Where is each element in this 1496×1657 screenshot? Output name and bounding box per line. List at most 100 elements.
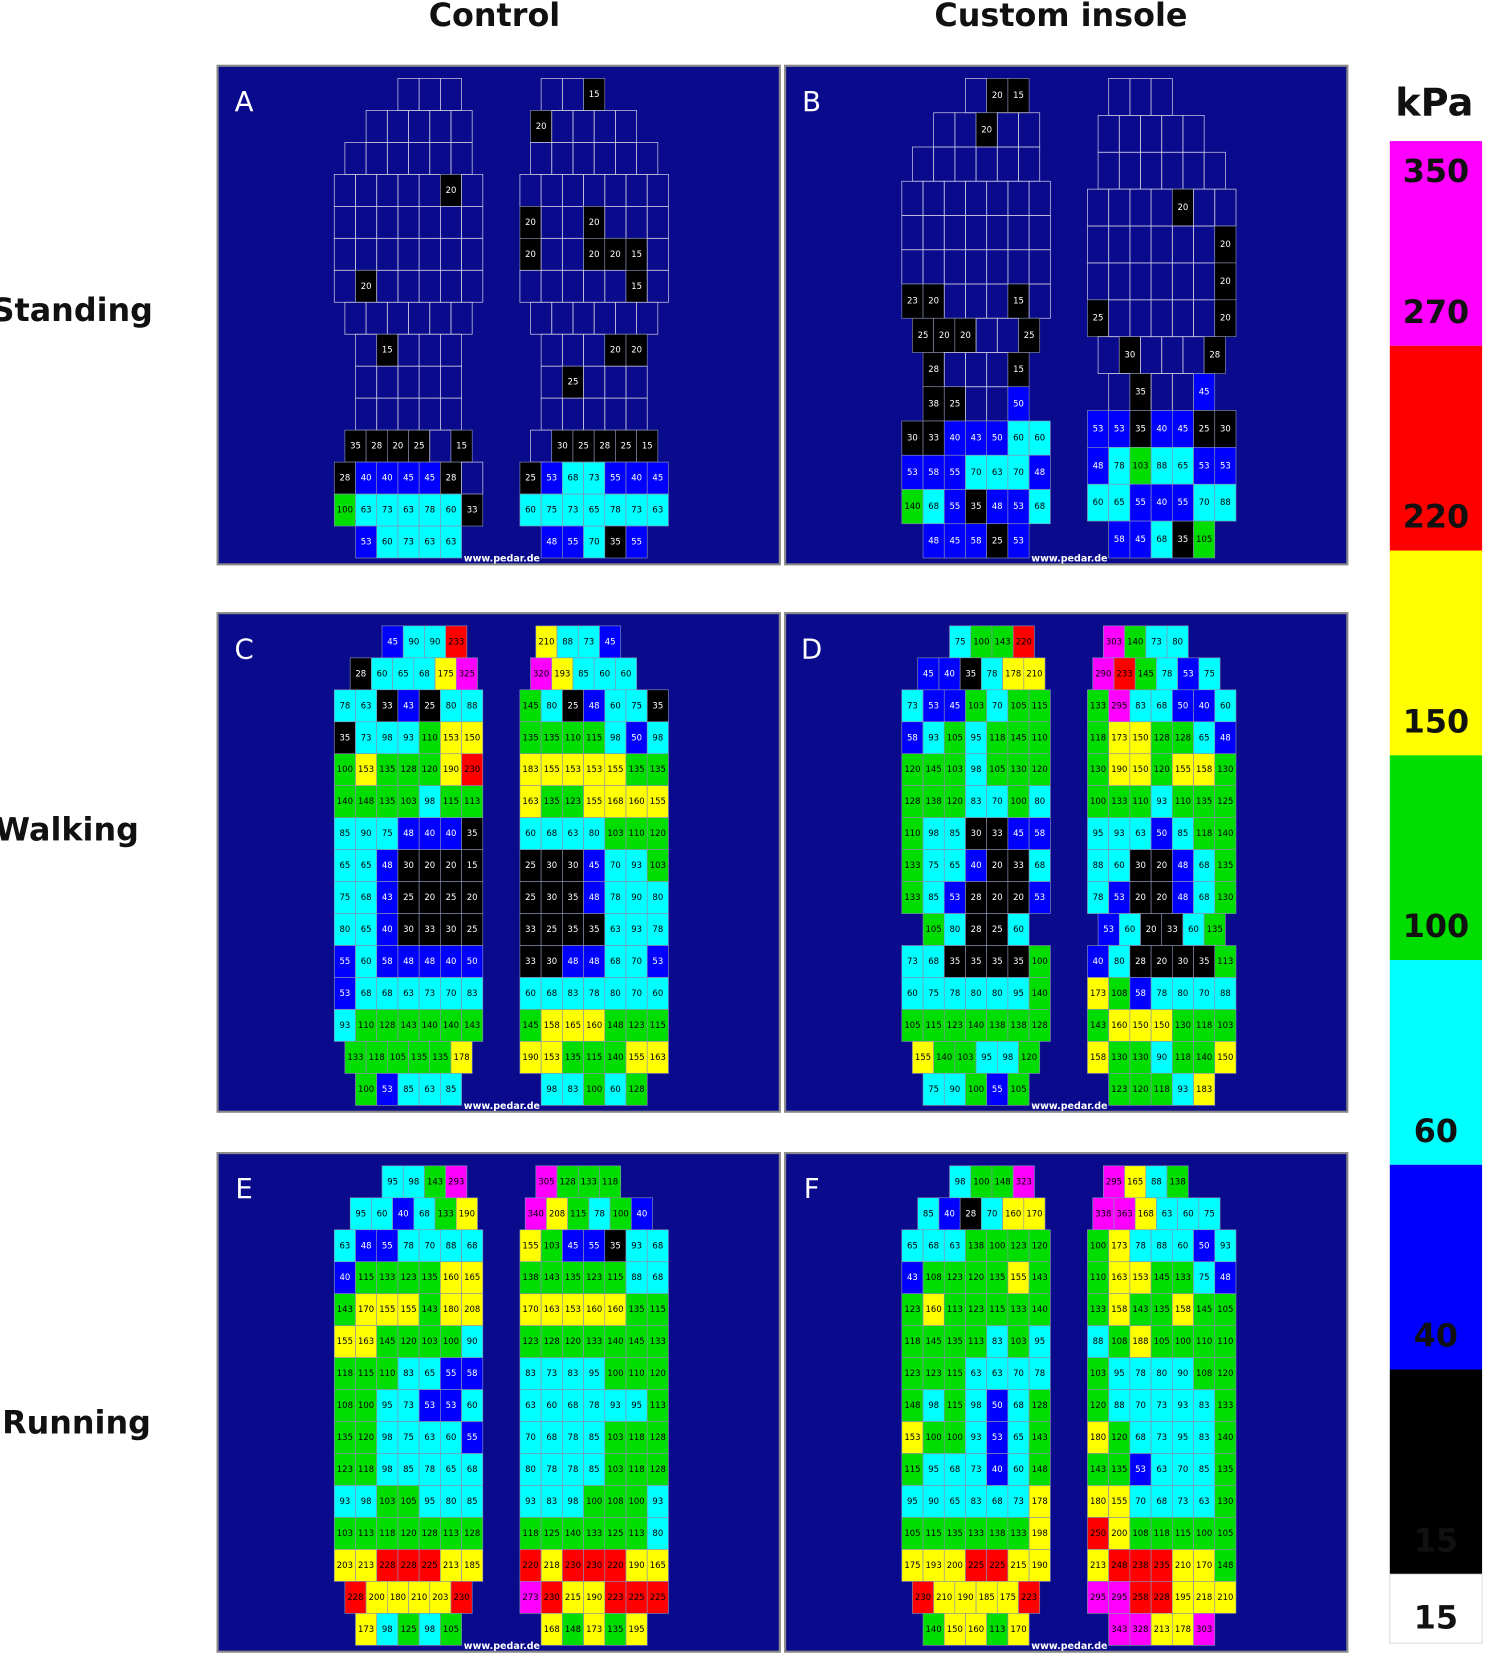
cell-value: 68 [568, 473, 579, 483]
cell-value: 60 [599, 668, 610, 678]
cell-value: 38 [928, 398, 939, 408]
cell-value: 200 [947, 1560, 963, 1570]
cell-value: 75 [1204, 1208, 1215, 1218]
cell-value: 128 [1175, 732, 1191, 742]
cell-value: 58 [971, 535, 982, 545]
cell-value: 78 [403, 1240, 414, 1250]
cell-value: 73 [361, 732, 372, 742]
cell-value: 15 [456, 441, 467, 451]
cell-value: 53 [382, 1084, 393, 1094]
cell-value: 100 [613, 1208, 629, 1218]
panel-background [784, 1152, 1349, 1653]
cell-value: 130 [1217, 892, 1233, 902]
cell-value: 78 [1114, 460, 1125, 470]
cell-value: 153 [443, 732, 459, 742]
cell-value: 163 [1111, 1272, 1127, 1282]
cell-value: 78 [1162, 668, 1173, 678]
cell-value: 68 [928, 1240, 939, 1250]
cell-value: 123 [968, 1304, 984, 1314]
cell-value: 53 [1103, 924, 1114, 934]
cell-value: 230 [544, 1592, 560, 1602]
cell-value: 135 [337, 1432, 353, 1442]
cell-value: 103 [1132, 460, 1148, 470]
cell-value: 160 [629, 796, 645, 806]
cell-value: 100 [629, 1496, 645, 1506]
cell-value: 103 [1010, 1336, 1026, 1346]
cell-value: 25 [568, 377, 579, 387]
cell-value: 53 [907, 467, 918, 477]
cell-value: 115 [586, 732, 602, 742]
panel-letter: B [802, 85, 821, 118]
cell-value: 115 [650, 1304, 666, 1314]
cell-value: 145 [522, 700, 538, 710]
cell-value: 45 [403, 473, 414, 483]
cell-value: 68 [467, 1240, 478, 1250]
legend-band [1389, 1573, 1483, 1644]
cell-value: 140 [1032, 988, 1048, 998]
cell-value: 225 [629, 1592, 645, 1602]
cell-value: 33 [525, 924, 536, 934]
cell-value: 143 [1032, 1272, 1048, 1282]
cell-value: 118 [1196, 828, 1212, 838]
cell-value: 133 [904, 860, 920, 870]
legend-band [1389, 755, 1483, 961]
cell-value: 95 [1013, 988, 1024, 998]
cell-value: 75 [955, 636, 966, 646]
cell-value: 140 [422, 1020, 438, 1030]
cell-value: 135 [650, 764, 666, 774]
cell-value: 178 [1005, 668, 1021, 678]
cell-value: 68 [546, 988, 557, 998]
cell-value: 63 [1199, 1496, 1210, 1506]
cell-value: 43 [403, 700, 414, 710]
cell-value: 135 [1217, 860, 1233, 870]
cell-value: 158 [1111, 1304, 1127, 1314]
cell-value: 95 [1178, 1432, 1189, 1442]
cell-value: 55 [631, 537, 642, 547]
cell-value: 35 [1199, 956, 1210, 966]
cell-value: 73 [403, 1400, 414, 1410]
cell-value: 33 [992, 828, 1003, 838]
cell-value: 20 [1220, 313, 1231, 323]
cell-value: 123 [629, 1020, 645, 1030]
cell-value: 135 [379, 764, 395, 774]
cell-value: 78 [589, 988, 600, 998]
cell-value: 195 [629, 1624, 645, 1634]
cell-value: 88 [1114, 1400, 1125, 1410]
cell-value: 70 [631, 988, 642, 998]
cell-value: 48 [589, 956, 600, 966]
cell-value: 35 [971, 956, 982, 966]
cell-value: 25 [918, 330, 929, 340]
cell-value: 40 [446, 956, 457, 966]
legend-band [1389, 550, 1483, 756]
cell-value: 28 [971, 892, 982, 902]
cell-value: 143 [427, 1176, 443, 1186]
cell-value: 140 [607, 1052, 623, 1062]
cell-value: 105 [989, 764, 1005, 774]
cell-value: 73 [1013, 1496, 1024, 1506]
cell-value: 30 [557, 441, 568, 451]
cell-value: 20 [1156, 860, 1167, 870]
cell-value: 118 [358, 1464, 374, 1474]
cell-value: 143 [400, 1020, 416, 1030]
cell-value: 88 [1220, 497, 1231, 507]
cell-value: 48 [1220, 1272, 1231, 1282]
cell-value: 105 [904, 1528, 920, 1538]
cell-value: 128 [400, 764, 416, 774]
cell-value: 183 [522, 764, 538, 774]
cell-value: 80 [992, 988, 1003, 998]
cell-value: 93 [971, 1432, 982, 1442]
cell-value: 45 [949, 535, 960, 545]
cell-value: 170 [1196, 1560, 1212, 1570]
cell-value: 115 [358, 1272, 374, 1282]
cell-value: 35 [589, 924, 600, 934]
cell-value: 113 [358, 1528, 374, 1538]
cell-value: 153 [565, 764, 581, 774]
cell-value: 58 [467, 1368, 478, 1378]
cell-value: 63 [403, 988, 414, 998]
cell-value: 220 [522, 1560, 538, 1570]
cell-value: 95 [355, 1208, 366, 1218]
legend-band [1389, 1164, 1483, 1370]
cell-value: 198 [1032, 1528, 1048, 1538]
cell-value: 20 [992, 860, 1003, 870]
cell-value: 70 [1199, 988, 1210, 998]
